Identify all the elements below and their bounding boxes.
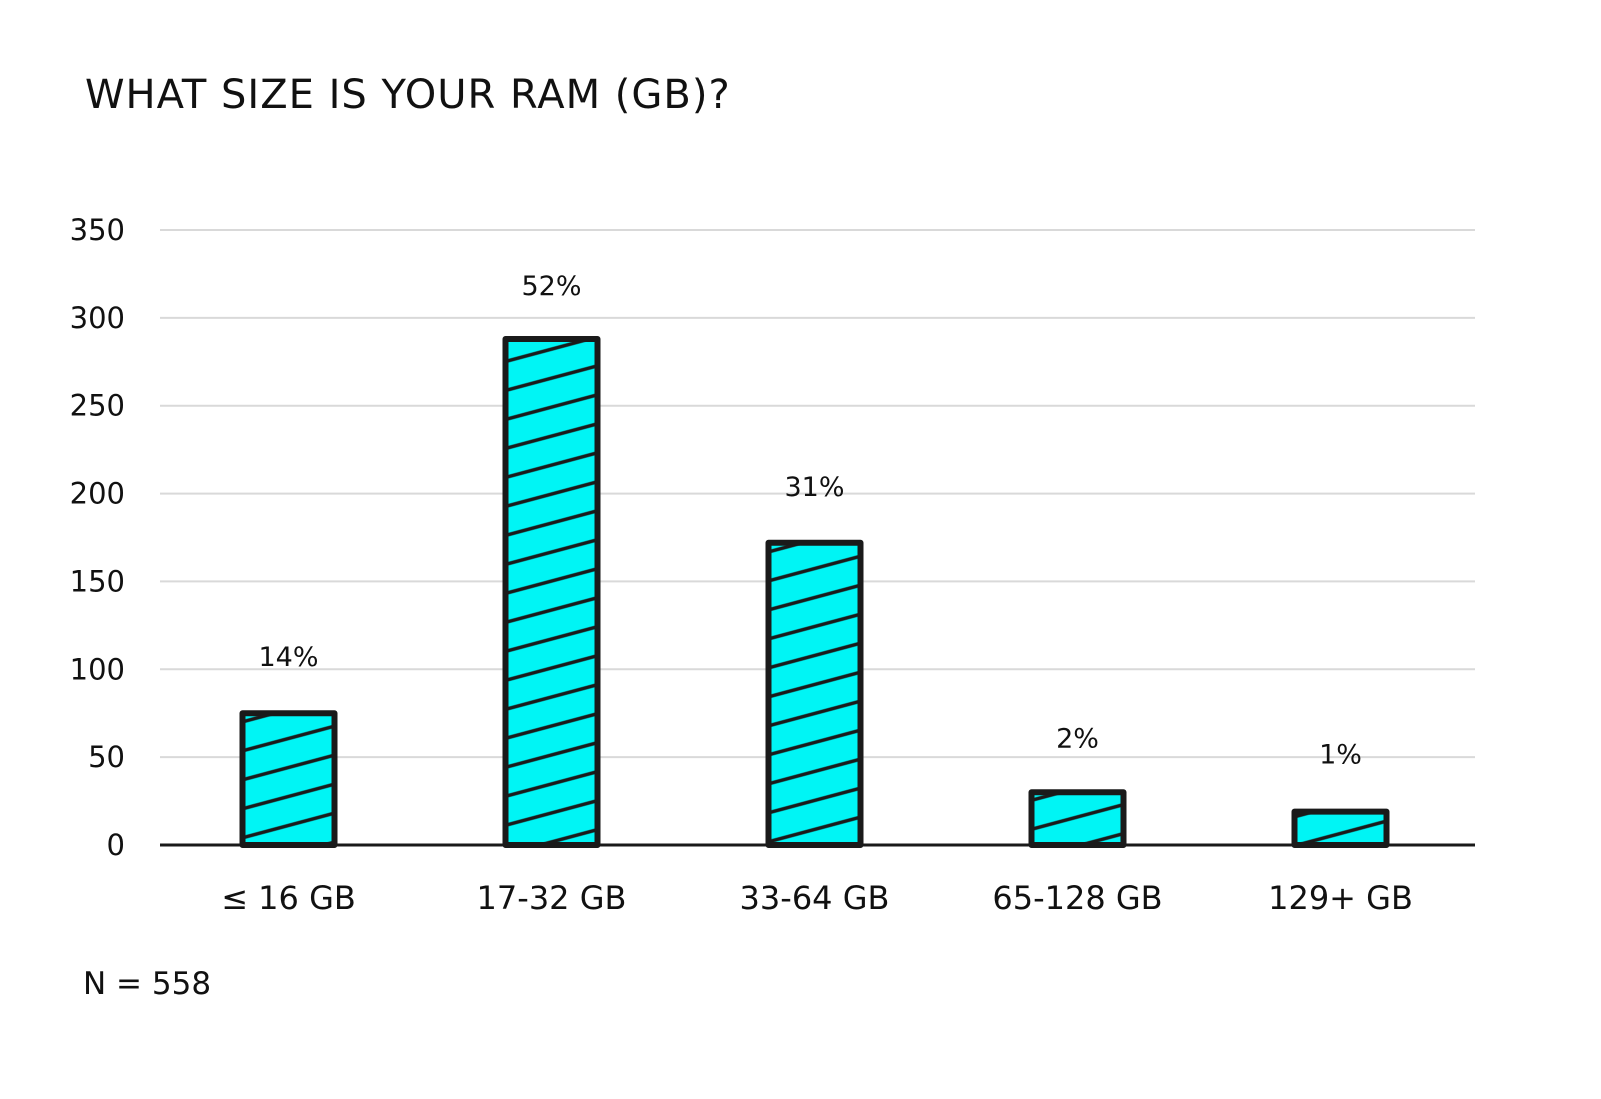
bar-hatch <box>242 713 335 845</box>
x-category-label: ≤ 16 GB <box>221 879 356 917</box>
x-axis-categories: ≤ 16 GB 17-32 GB 33-64 GB 65-128 GB 129+ GB <box>221 879 1413 917</box>
y-tick-label: 250 <box>70 389 125 423</box>
y-tick-label: 150 <box>70 564 125 598</box>
bar-value-label: 52% <box>521 271 581 302</box>
y-tick-label: 100 <box>70 652 125 686</box>
bar-value-label: 1% <box>1319 740 1362 771</box>
y-tick-label: 0 <box>107 828 125 862</box>
sample-size-note: N = 558 <box>83 966 211 1002</box>
bars <box>239 335 1390 849</box>
data-labels: 14% 52% 31% 2% 1% <box>258 271 1361 771</box>
chart-title: WHAT SIZE IS YOUR RAM (GB)? <box>85 72 731 118</box>
bar-hatch <box>768 542 861 845</box>
bar-value-label: 2% <box>1056 723 1099 754</box>
y-tick-label: 50 <box>88 740 125 774</box>
x-category-label: 65-128 GB <box>992 879 1162 917</box>
y-axis-ticks: 0 50 100 150 200 250 300 350 <box>70 213 125 862</box>
bar-value-label: 14% <box>258 642 318 673</box>
y-tick-label: 300 <box>70 301 125 335</box>
x-category-label: 17-32 GB <box>477 879 627 917</box>
bar-hatch <box>1031 792 1124 845</box>
bar-hatch <box>1294 811 1387 845</box>
x-category-label: 129+ GB <box>1268 879 1413 917</box>
bar-hatch <box>505 338 598 845</box>
y-tick-label: 350 <box>70 213 125 247</box>
bar-value-label: 31% <box>784 472 844 503</box>
x-category-label: 33-64 GB <box>740 879 890 917</box>
y-tick-label: 200 <box>70 477 125 511</box>
